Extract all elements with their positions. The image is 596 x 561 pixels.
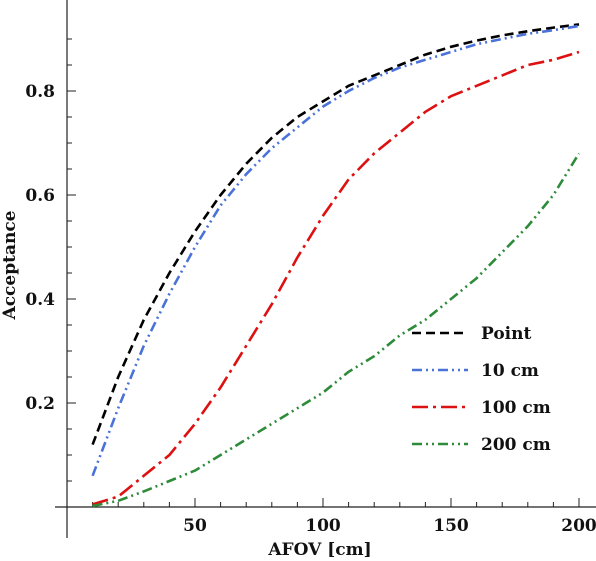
legend: Point 10 cm 100 cm 200 cm <box>412 324 551 455</box>
axis-ticks: 50 100 150 200 0.2 0.4 0.6 0.8 <box>25 38 596 536</box>
legend-label-2: 100 cm <box>481 398 551 418</box>
x-axis-title: AFOV [cm] <box>267 540 371 560</box>
x-tick-label: 150 <box>433 516 469 536</box>
y-tick-label: 0.4 <box>25 290 55 310</box>
x-tick-label: 200 <box>561 516 596 536</box>
x-tick-label: 100 <box>305 516 341 536</box>
y-tick-label: 0.8 <box>25 82 55 102</box>
plot-frame <box>55 0 596 538</box>
x-tick-label: 50 <box>183 516 207 536</box>
series-line-3 <box>92 152 581 508</box>
y-axis-title: Acceptance <box>0 210 20 320</box>
legend-label-0: Point <box>481 324 531 344</box>
series-line-0 <box>91 23 580 446</box>
y-tick-label: 0.2 <box>25 394 55 414</box>
series-line-2 <box>92 50 580 506</box>
series-layer <box>91 23 581 508</box>
legend-label-3: 200 cm <box>481 435 551 455</box>
y-tick-label: 0.6 <box>25 186 55 206</box>
legend-label-1: 10 cm <box>481 361 539 381</box>
series-line-1 <box>91 24 580 477</box>
